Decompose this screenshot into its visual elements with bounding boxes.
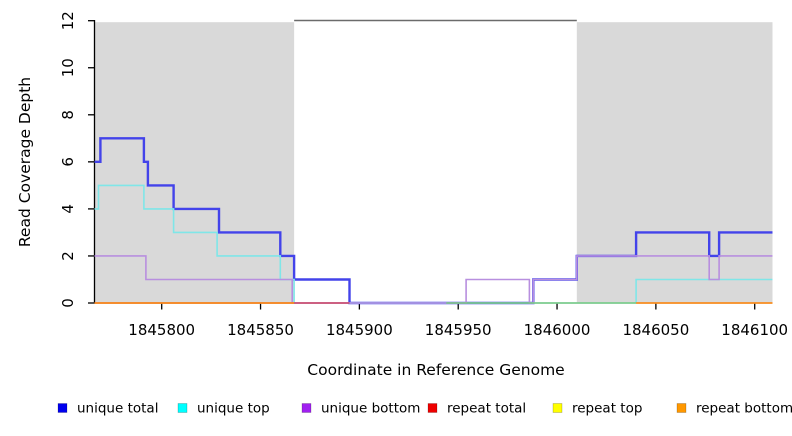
- x-tick-label: 1846100: [721, 321, 788, 339]
- legend-swatch-unique-bottom: [301, 403, 312, 413]
- x-tick-label: 1845800: [128, 321, 195, 339]
- legend-label-repeat-bottom: repeat bottom: [696, 401, 792, 417]
- x-tick-label: 1846000: [524, 321, 591, 339]
- legend-label-unique-top: unique top: [197, 401, 270, 417]
- y-axis-title: Read Coverage Depth: [16, 77, 34, 247]
- y-tick-label: 12: [59, 11, 77, 30]
- x-axis-title: Coordinate in Reference Genome: [307, 361, 564, 379]
- legend-swatch-repeat-bottom: [676, 403, 687, 413]
- x-tick-label: 1846050: [622, 321, 689, 339]
- legend-label-unique-total: unique total: [77, 401, 158, 417]
- repeat-region-shading: [576, 22, 773, 303]
- legend-swatch-unique-top: [177, 403, 188, 413]
- y-tick-label: 4: [59, 204, 77, 214]
- y-tick-label: 0: [59, 298, 77, 308]
- y-tick-label: 6: [59, 157, 77, 167]
- x-tick-label: 1845900: [326, 321, 393, 339]
- y-tick-label: 8: [59, 110, 77, 120]
- y-tick-label: 2: [59, 251, 77, 261]
- legend-swatch-repeat-top: [552, 403, 563, 413]
- y-tick-label: 10: [59, 58, 77, 77]
- legend-label-repeat-total: repeat total: [447, 401, 526, 417]
- legend-swatch-repeat-total: [427, 403, 438, 413]
- repeat-region-shading: [94, 22, 295, 303]
- legend-swatch-unique-total: [57, 403, 68, 413]
- legend-label-repeat-top: repeat top: [572, 401, 642, 417]
- legend-label-unique-bottom: unique bottom: [321, 401, 420, 417]
- x-tick-label: 1845850: [227, 321, 294, 339]
- x-tick-label: 1845950: [425, 321, 492, 339]
- series-line-unique-total: [94, 137, 773, 305]
